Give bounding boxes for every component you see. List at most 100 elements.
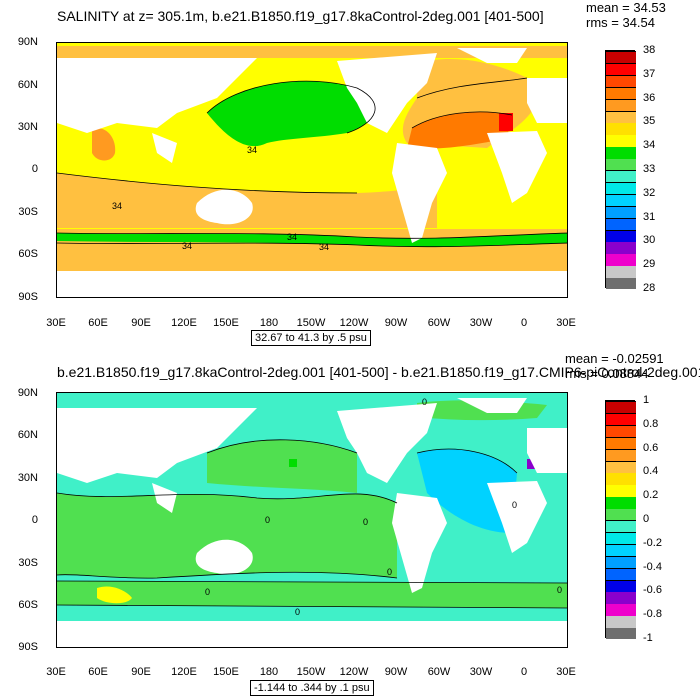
p1-xtick: 120E bbox=[171, 317, 197, 329]
panel1-map: 34 34 34 34 34 bbox=[56, 42, 568, 298]
colorbar-swatch bbox=[606, 122, 636, 135]
p1-arctic-band bbox=[57, 46, 567, 58]
p1-contour-label: 34 bbox=[112, 201, 122, 211]
p2-contour-label: 0 bbox=[205, 587, 210, 597]
colorbar-swatch bbox=[606, 170, 636, 183]
colorbar-swatch bbox=[606, 567, 636, 580]
p1-arabian-orange bbox=[92, 128, 116, 161]
colorbar-tick-label: 38 bbox=[643, 44, 656, 56]
colorbar-tick-label: 0.6 bbox=[643, 441, 659, 454]
p1-xtick: 150W bbox=[296, 317, 326, 329]
p1-xtick: 30E bbox=[556, 317, 576, 329]
p1-xtick: 30W bbox=[469, 317, 493, 329]
colorbar-swatch bbox=[606, 74, 636, 88]
colorbar-tick-label: 0.8 bbox=[643, 417, 659, 430]
p2-xtick: 150E bbox=[213, 666, 239, 678]
p2-contour-label: 0 bbox=[422, 397, 427, 407]
p1-med-red bbox=[499, 113, 513, 131]
colorbar-swatch bbox=[606, 424, 636, 438]
p1-xtick: 180 bbox=[259, 317, 279, 329]
colorbar-swatch bbox=[606, 277, 636, 290]
colorbar-tick-label: -0.4 bbox=[643, 560, 662, 573]
p2-xtick: 30W bbox=[469, 666, 493, 678]
p2-xtick: 120E bbox=[171, 666, 197, 678]
colorbar-swatch bbox=[606, 205, 636, 219]
p2-xtick: 180 bbox=[259, 666, 279, 678]
panel2-range-box: -1.144 to .344 by .1 psu bbox=[250, 680, 374, 696]
p2-xtick: 90E bbox=[131, 666, 151, 678]
p2-ytick-30s: 30S bbox=[18, 557, 38, 569]
p2-green-spot bbox=[289, 459, 297, 467]
p2-contour-label: 0 bbox=[557, 585, 562, 595]
colorbar-swatch bbox=[606, 543, 636, 557]
p1-contour-label: 34 bbox=[247, 145, 257, 155]
colorbar-swatch bbox=[606, 627, 636, 640]
colorbar-swatch bbox=[606, 615, 636, 628]
colorbar-tick-label: 35 bbox=[643, 115, 656, 128]
colorbar-swatch bbox=[606, 265, 636, 278]
p1-ytick-90s: 90S bbox=[18, 291, 38, 303]
colorbar-swatch bbox=[606, 98, 636, 111]
colorbar-tick-label: 0 bbox=[643, 513, 650, 525]
panel1-mean: mean = 34.53 bbox=[586, 0, 666, 15]
colorbar-tick-label: 0.2 bbox=[643, 489, 659, 502]
panel2-rms: rms = 0.08844 bbox=[565, 366, 649, 381]
p2-ytick-eq: 0 bbox=[31, 514, 38, 526]
colorbar-swatch bbox=[606, 531, 636, 545]
p1-ytick-eq: 0 bbox=[31, 163, 38, 175]
colorbar-swatch bbox=[606, 86, 636, 100]
p1-acc-green bbox=[57, 233, 567, 247]
colorbar-swatch bbox=[606, 520, 636, 533]
colorbar-tick-label: 0.4 bbox=[643, 465, 659, 478]
colorbar-tick-label: 28 bbox=[643, 282, 656, 294]
colorbar-swatch bbox=[606, 401, 636, 414]
colorbar-tick-label: -0.8 bbox=[643, 608, 662, 621]
colorbar-tick-label: -0.6 bbox=[643, 584, 662, 597]
p2-xtick: 30E bbox=[46, 666, 66, 678]
p2-south-green bbox=[57, 581, 567, 608]
p2-natl-blue bbox=[417, 449, 517, 533]
p1-contours bbox=[57, 77, 567, 248]
colorbar-swatch bbox=[606, 484, 636, 497]
panel2-colorbar bbox=[605, 400, 636, 640]
colorbar-tick-label: 34 bbox=[643, 139, 656, 152]
colorbar-tick-label: 31 bbox=[643, 210, 656, 223]
p2-xtick: 120W bbox=[339, 666, 369, 678]
panel1-title: SALINITY at z= 305.1m, b.e21.B1850.f19_g… bbox=[57, 8, 544, 24]
p2-land bbox=[57, 398, 567, 647]
colorbar-tick-label: 36 bbox=[643, 91, 656, 104]
colorbar-swatch bbox=[606, 241, 636, 254]
p1-xtick: 150E bbox=[213, 317, 239, 329]
colorbar-swatch bbox=[606, 110, 636, 123]
colorbar-swatch bbox=[606, 181, 636, 195]
p2-xtick: 60E bbox=[88, 666, 108, 678]
colorbar-swatch bbox=[606, 62, 636, 76]
p1-contour-label: 34 bbox=[182, 241, 192, 251]
p1-contour-label: 34 bbox=[319, 242, 329, 252]
p2-pacific-green bbox=[57, 493, 397, 579]
p2-yellow-spot bbox=[97, 586, 132, 604]
p2-xtick: 30E bbox=[556, 666, 576, 678]
colorbar-swatch bbox=[606, 496, 636, 509]
p1-npac-green bbox=[207, 81, 376, 147]
p2-contour-label: 0 bbox=[295, 607, 300, 617]
p2-ytick-30n: 30N bbox=[17, 472, 38, 484]
p1-xtick: 90E bbox=[131, 317, 151, 329]
colorbar-swatch bbox=[606, 193, 636, 207]
p2-xtick: 0 bbox=[520, 666, 528, 678]
colorbar-tick-label: 29 bbox=[643, 258, 656, 271]
p1-natl-dark bbox=[407, 111, 512, 149]
panel1-rms: rms = 34.54 bbox=[586, 15, 656, 30]
colorbar-swatch bbox=[606, 134, 636, 147]
p2-ytick-60n: 60N bbox=[17, 429, 38, 441]
colorbar-tick-label: -1 bbox=[643, 632, 653, 644]
p2-xtick: 60W bbox=[427, 666, 451, 678]
colorbar-swatch bbox=[606, 591, 636, 604]
colorbar-swatch bbox=[606, 146, 636, 159]
p2-contour-label: 0 bbox=[387, 567, 392, 577]
p1-xtick: 60E bbox=[88, 317, 108, 329]
panel2-map: 0 0 0 0 0 0 0 0 bbox=[56, 392, 568, 648]
colorbar-tick-label: 1 bbox=[643, 394, 650, 406]
p2-contour-label: 0 bbox=[363, 517, 368, 527]
panel2-title: b.e21.B1850.f19_g17.8kaControl-2deg.001 … bbox=[57, 364, 700, 380]
